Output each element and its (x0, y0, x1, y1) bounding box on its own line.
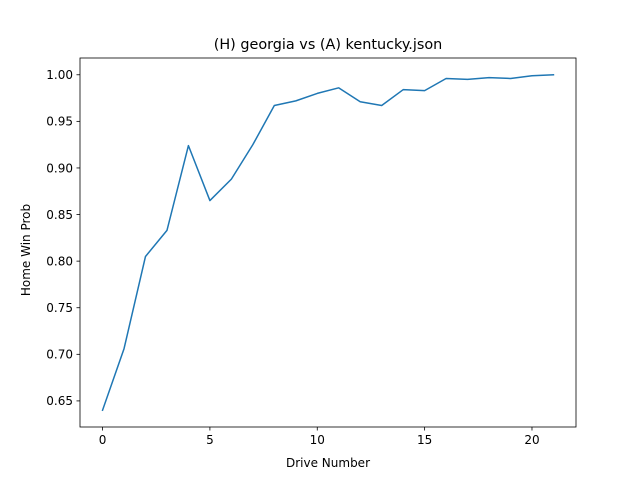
y-tick-label: 0.65 (46, 394, 73, 408)
x-axis-label: Drive Number (286, 456, 370, 470)
y-tick-label: 1.00 (46, 68, 73, 82)
x-tick-label: 0 (99, 433, 107, 447)
y-tick-label: 0.95 (46, 115, 73, 129)
chart-title: (H) georgia vs (A) kentucky.json (214, 37, 443, 53)
series-layer (101, 73, 555, 412)
y-tick-label: 0.70 (46, 348, 73, 362)
y-axis-label: Home Win Prob (19, 204, 33, 296)
y-tick-label: 0.85 (46, 208, 73, 222)
x-tick-label: 15 (417, 433, 432, 447)
y-tick-label: 0.80 (46, 254, 73, 268)
x-tick-label: 20 (524, 433, 539, 447)
x-tick-label: 5 (206, 433, 214, 447)
plot-frame (79, 57, 577, 428)
ticks: 0 5 10 15 20 0.65 0.70 0.75 0.80 0.85 0.90 0.95 1.00 (46, 68, 539, 447)
y-tick-label: 0.75 (46, 301, 73, 315)
x-tick-label: 10 (310, 433, 325, 447)
series-line (101, 73, 555, 412)
y-tick-label: 0.90 (46, 161, 73, 175)
